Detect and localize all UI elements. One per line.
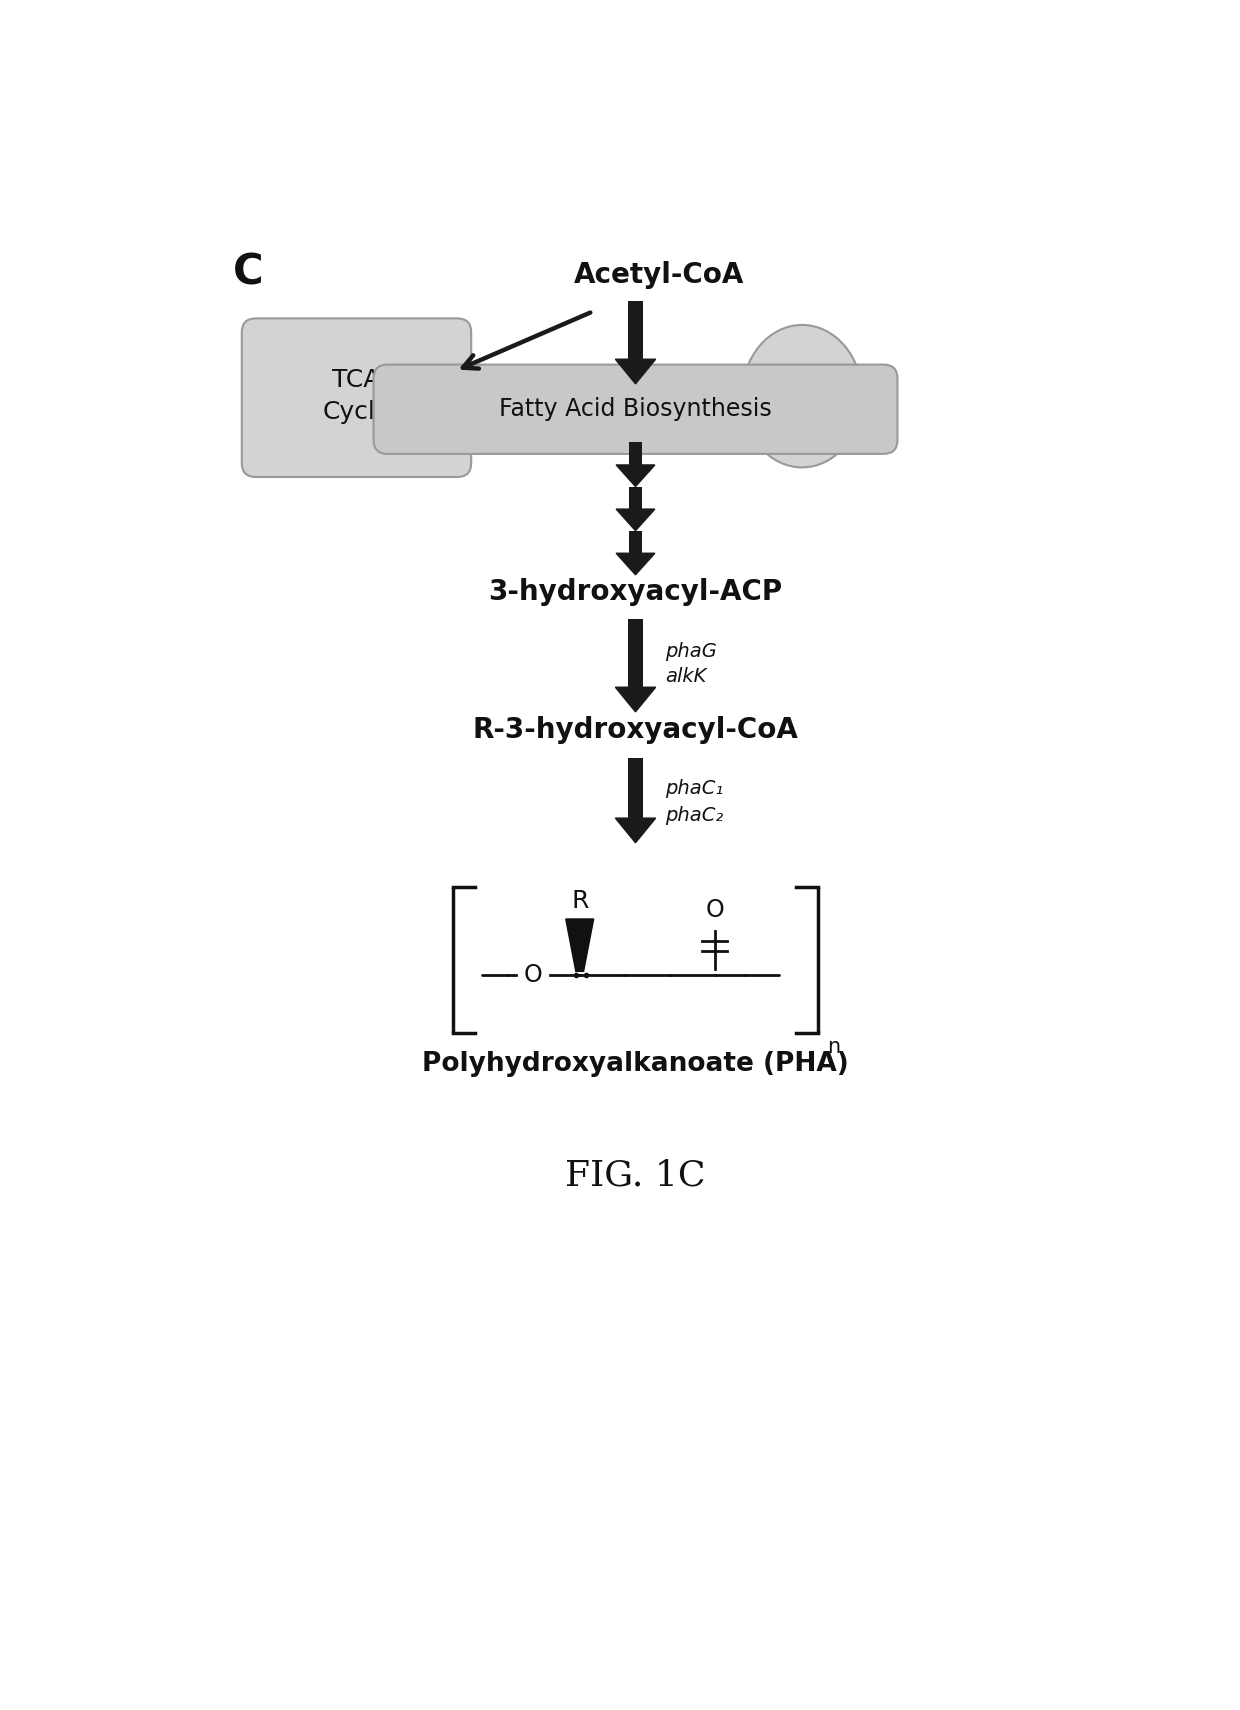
Polygon shape [616,510,655,530]
Ellipse shape [742,325,862,467]
Bar [627,301,644,359]
Polygon shape [615,817,656,843]
Text: C: C [233,251,263,294]
Text: Acetyl-CoA: Acetyl-CoA [574,260,744,289]
Polygon shape [565,918,594,971]
Bar [627,619,644,687]
Text: Polyhydroxyalkanoate (PHA): Polyhydroxyalkanoate (PHA) [422,1050,849,1077]
Bar [629,443,642,465]
Text: low
N: low N [782,369,822,422]
Text: TCA
Cycle: TCA Cycle [322,368,391,424]
FancyBboxPatch shape [242,318,471,477]
Bar [627,758,644,817]
FancyBboxPatch shape [373,364,898,453]
Text: phaC₁: phaC₁ [665,780,723,799]
Text: R-3-hydroxyacyl-CoA: R-3-hydroxyacyl-CoA [472,716,799,744]
Text: O: O [523,963,543,987]
Text: 3-hydroxyacyl-ACP: 3-hydroxyacyl-ACP [489,578,782,605]
Text: phaG: phaG [665,643,717,662]
Bar [629,530,642,554]
Text: n: n [827,1036,839,1057]
Polygon shape [616,465,655,487]
Polygon shape [616,554,655,575]
Polygon shape [615,687,656,711]
Text: R: R [570,889,589,913]
Text: FIG. 1C: FIG. 1C [565,1158,706,1192]
Polygon shape [615,359,656,383]
Text: O: O [706,898,724,922]
Text: alkK: alkK [665,667,707,686]
Text: Fatty Acid Biosynthesis: Fatty Acid Biosynthesis [500,397,771,421]
Text: phaC₂: phaC₂ [665,805,723,824]
Bar [629,487,642,510]
